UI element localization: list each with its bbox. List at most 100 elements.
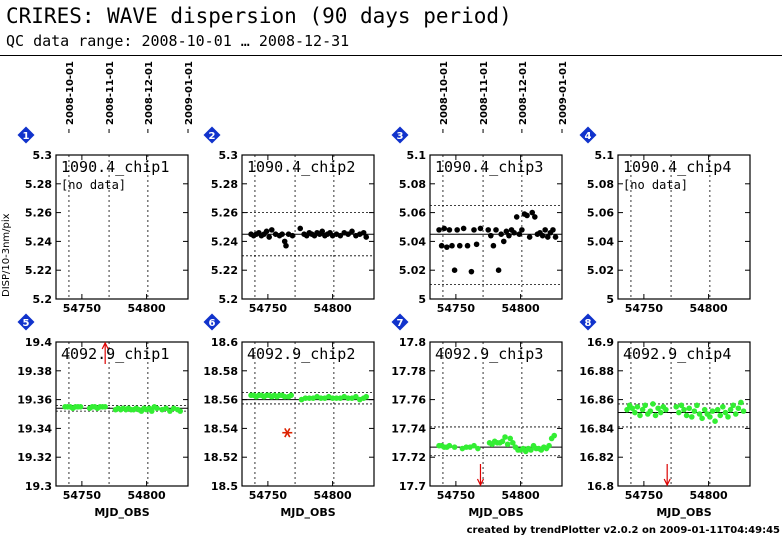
top-date-label: 2008-10-01 xyxy=(439,61,450,125)
data-point xyxy=(318,395,324,401)
y-tick-label: 5.08 xyxy=(399,178,426,191)
data-point xyxy=(477,225,484,232)
y-tick-label: 5.08 xyxy=(587,178,614,191)
data-point xyxy=(678,402,685,409)
data-point xyxy=(511,229,517,236)
outlier-arrow-head xyxy=(101,341,109,350)
footer-credit: created by trendPlotter v2.0.2 on 2009-0… xyxy=(466,525,780,536)
y-tick-label: 19.36 xyxy=(17,394,52,407)
data-point xyxy=(637,412,643,419)
y-tick-label: 5.28 xyxy=(211,178,238,191)
panel-number: 2 xyxy=(209,131,216,142)
y-tick-label: 18.52 xyxy=(203,451,238,464)
data-point xyxy=(676,409,682,416)
data-point xyxy=(302,395,309,401)
data-point xyxy=(544,234,551,240)
data-point xyxy=(464,242,471,249)
y-tick-label: 18.56 xyxy=(203,394,238,407)
header-divider xyxy=(0,55,782,56)
panel-number: 5 xyxy=(23,318,30,329)
y-tick-label: 5.04 xyxy=(399,235,426,248)
y-tick-label: 5.1 xyxy=(595,149,615,162)
y-tick-label: 5.06 xyxy=(587,207,614,220)
y-tick-label: 19.4 xyxy=(25,336,52,349)
data-point xyxy=(177,408,184,414)
plot-frame xyxy=(55,341,189,487)
y-tick-label: 16.8 xyxy=(587,480,614,493)
data-point xyxy=(454,227,460,233)
x-tick-label: 54800 xyxy=(501,302,540,315)
x-tick-label: 54800 xyxy=(313,302,352,315)
y-tick-label: 17.76 xyxy=(391,394,426,407)
data-point xyxy=(281,238,288,245)
data-point xyxy=(438,242,445,249)
data-point xyxy=(712,418,718,425)
y-tick-label: 5.26 xyxy=(211,207,238,220)
data-point xyxy=(738,399,744,406)
x-tick-label: 54800 xyxy=(689,489,728,502)
y-tick-label: 5.2 xyxy=(219,293,239,306)
data-point xyxy=(503,228,510,235)
data-point xyxy=(709,408,716,414)
data-point xyxy=(163,405,169,412)
plot-frame xyxy=(429,341,563,487)
data-point xyxy=(686,405,692,412)
data-point xyxy=(345,231,351,237)
y-tick-label: 19.38 xyxy=(17,365,52,378)
data-point xyxy=(499,438,506,445)
data-point xyxy=(717,412,724,419)
data-point xyxy=(681,406,687,413)
y-tick-label: 18.58 xyxy=(203,365,238,378)
top-date-label: 2008-10-01 xyxy=(65,61,76,125)
data-point xyxy=(306,395,313,401)
panel-number: 1 xyxy=(23,131,30,142)
panel-label: 4092.9_chip2 xyxy=(247,345,355,363)
top-date-label: 2008-12-01 xyxy=(518,61,529,125)
y-tick-label: 19.32 xyxy=(17,451,52,464)
data-point xyxy=(550,227,556,233)
x-tick-label: 54750 xyxy=(63,489,102,502)
panel-label: 4092.9_chip4 xyxy=(623,345,731,363)
panel-label: 4092.9_chip1 xyxy=(61,345,169,363)
data-point xyxy=(539,232,546,239)
x-tick-label: 54750 xyxy=(249,489,288,502)
data-point xyxy=(279,231,285,237)
y-tick-label: 5.24 xyxy=(25,235,52,248)
data-point xyxy=(345,395,351,401)
top-date-label: 2009-01-01 xyxy=(558,61,569,125)
data-point xyxy=(360,229,367,236)
panel-number: 4 xyxy=(585,131,592,142)
data-point xyxy=(289,232,296,239)
y-tick-label: 5.22 xyxy=(25,264,52,277)
data-point xyxy=(707,414,713,420)
data-point xyxy=(498,231,504,237)
data-point xyxy=(655,405,661,412)
panel-label: 1090.4_chip2 xyxy=(247,158,355,176)
no-data-note: [no data] xyxy=(61,178,126,192)
data-point xyxy=(283,242,289,249)
x-tick-label: 54800 xyxy=(127,489,166,502)
data-point xyxy=(460,225,467,232)
y-tick-label: 5.02 xyxy=(399,264,426,277)
data-point xyxy=(546,442,552,449)
data-point xyxy=(475,445,481,452)
x-tick-label: 54800 xyxy=(313,489,352,502)
data-point xyxy=(451,267,458,274)
x-tick-label: 54750 xyxy=(625,302,664,315)
data-point xyxy=(516,231,523,237)
data-point xyxy=(552,234,559,240)
data-point xyxy=(551,432,558,439)
y-tick-label: 5.22 xyxy=(211,264,238,277)
data-point xyxy=(329,395,336,401)
data-point xyxy=(436,227,442,233)
outlier-arrow-head xyxy=(476,478,485,487)
y-axis-label: DISP/10-3nm/pix xyxy=(1,213,12,297)
data-point xyxy=(701,406,708,413)
page-subtitle: QC data range: 2008-10-01 … 2008-12-31 xyxy=(6,32,350,50)
x-axis-label: MJD_OBS xyxy=(468,506,523,519)
x-tick-label: 54800 xyxy=(501,489,540,502)
y-tick-label: 16.86 xyxy=(579,394,614,407)
data-point xyxy=(542,227,548,233)
panel-number: 6 xyxy=(209,318,216,329)
